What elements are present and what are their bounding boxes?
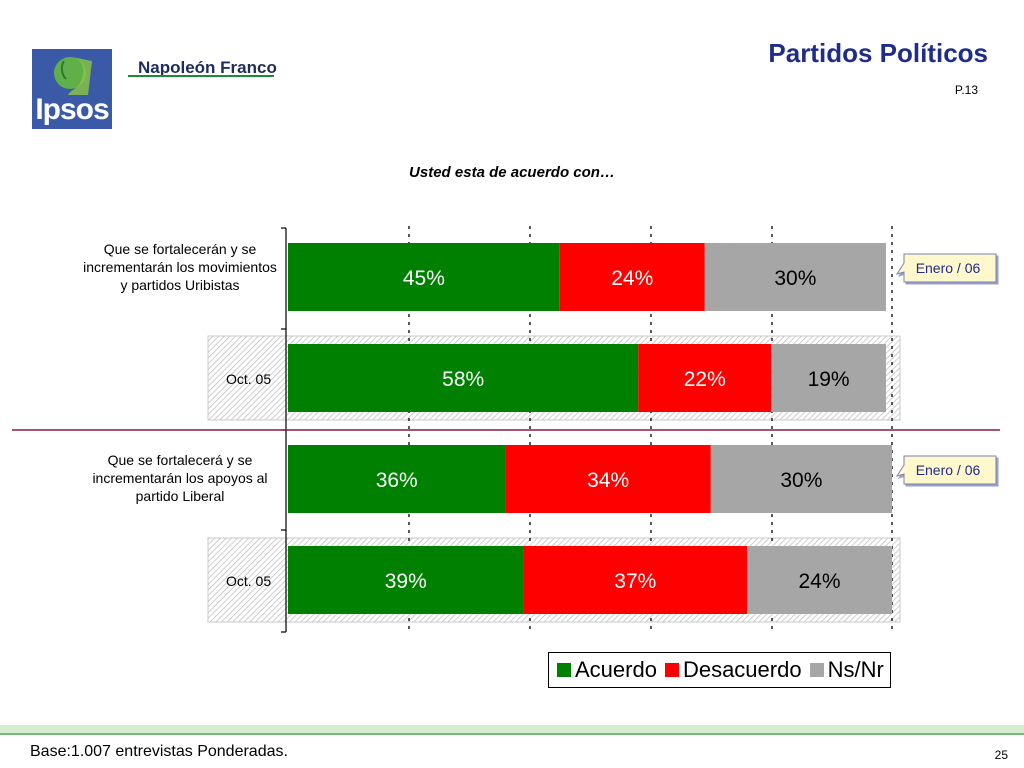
legend-item-nsnr: Ns/Nr (809, 657, 884, 683)
footer-band (0, 725, 1024, 733)
brand-name: Napoleón Franco (138, 58, 277, 77)
value-label-desacuerdo-row-0: 24% (611, 267, 653, 290)
value-label-desacuerdo-row-3: 37% (614, 570, 656, 593)
bar-nsnr-row-2 (710, 445, 892, 513)
legend-label-acuerdo: Acuerdo (575, 657, 657, 682)
category-label-liberal: Que se fortalecerá y se incrementarán lo… (92, 452, 268, 505)
callout-0 (895, 253, 997, 283)
legend-item-desacuerdo: Desacuerdo (664, 657, 802, 683)
value-label-desacuerdo-row-2: 34% (587, 469, 629, 492)
callout-text-2: Enero / 06 (916, 462, 981, 478)
bar-desacuerdo-row-3 (523, 546, 748, 614)
value-label-nsnr-row-1: 19% (808, 368, 850, 391)
bar-acuerdo-row-1 (288, 344, 639, 412)
value-label-acuerdo-row-2: 36% (376, 469, 418, 492)
legend-swatch-acuerdo (557, 663, 571, 677)
brand-underline (128, 75, 274, 77)
value-label-acuerdo-row-0: 45% (403, 267, 445, 290)
callout-text-0: Enero / 06 (916, 260, 981, 276)
callout-box-2 (895, 455, 997, 485)
category-label-oct05-liberal: Oct. 05 (226, 573, 272, 589)
page-reference: P.13 (954, 83, 978, 97)
value-label-nsnr-row-3: 24% (799, 570, 841, 593)
page-title: Partidos Políticos (768, 38, 988, 68)
chart-legend: Acuerdo Desacuerdo Ns/Nr (548, 652, 891, 688)
ipsos-logo: Ipsos (32, 49, 112, 129)
category-label-oct05-uribistas: Oct. 05 (226, 371, 272, 387)
value-label-nsnr-row-2: 30% (780, 469, 822, 492)
bar-acuerdo-row-2 (288, 445, 506, 513)
footer-divider (0, 733, 1024, 735)
legend-item-acuerdo: Acuerdo (557, 657, 657, 683)
bar-desacuerdo-row-1 (638, 344, 772, 412)
logo-text: Ipsos (35, 93, 109, 126)
footer-note: Base:1.007 entrevistas Ponderadas. (30, 743, 288, 760)
bar-nsnr-row-3 (747, 546, 892, 614)
callout-box-0 (895, 253, 997, 283)
value-label-nsnr-row-0: 30% (774, 267, 816, 290)
bar-nsnr-row-0 (704, 243, 886, 311)
bar-desacuerdo-row-2 (505, 445, 711, 513)
callout-2 (895, 455, 997, 485)
bar-acuerdo-row-3 (288, 546, 524, 614)
legend-label-nsnr: Ns/Nr (827, 657, 884, 682)
bar-desacuerdo-row-0 (559, 243, 705, 311)
value-label-acuerdo-row-3: 39% (385, 570, 427, 593)
legend-label-desacuerdo: Desacuerdo (682, 657, 802, 682)
legend-swatch-nsnr (809, 663, 824, 677)
category-label-uribistas: Que se fortalecerán y se incrementarán l… (83, 241, 277, 294)
bar-acuerdo-row-0 (288, 243, 560, 311)
value-label-acuerdo-row-1: 58% (442, 368, 484, 391)
page-number: 25 (994, 748, 1008, 762)
value-label-desacuerdo-row-1: 22% (684, 368, 726, 391)
logo-figure-icon (54, 57, 92, 95)
chart-title: Usted esta de acuerdo con… (409, 164, 615, 181)
legend-swatch-desacuerdo (664, 663, 679, 677)
bar-nsnr-row-1 (771, 344, 886, 412)
